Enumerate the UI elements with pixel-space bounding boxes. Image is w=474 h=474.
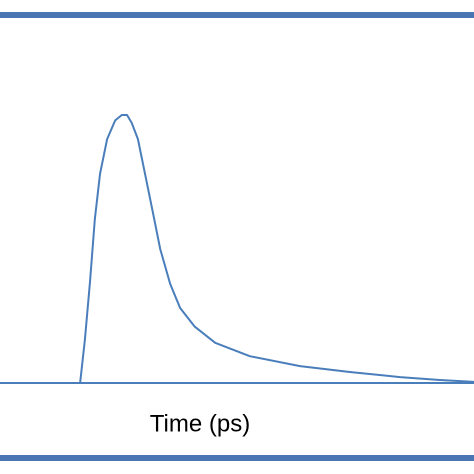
line-series [79, 114, 474, 384]
x-axis-label: Time (ps) [150, 410, 250, 437]
bottom-border [0, 455, 474, 461]
top-border [0, 12, 474, 18]
